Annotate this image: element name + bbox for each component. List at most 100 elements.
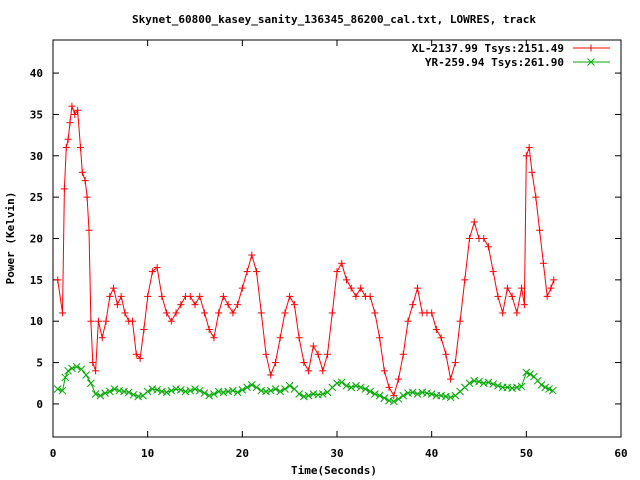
- y-tick-label: 15: [30, 274, 43, 287]
- data-point: [508, 292, 516, 300]
- data-point: [262, 350, 270, 358]
- data-point: [143, 387, 152, 396]
- data-point: [399, 391, 408, 400]
- data-point: [404, 317, 412, 325]
- y-axis-ticks: 0 5 10 15 20 25 30 35 40: [30, 67, 621, 411]
- data-point: [324, 350, 332, 358]
- data-point: [144, 292, 152, 300]
- data-point: [172, 309, 180, 317]
- data-point: [71, 110, 79, 118]
- data-point: [356, 383, 365, 392]
- data-point: [513, 309, 521, 317]
- data-point: [229, 386, 237, 395]
- data-point: [74, 106, 82, 114]
- data-point: [115, 386, 124, 395]
- data-point: [158, 387, 166, 396]
- data-point: [58, 309, 66, 317]
- data-point: [58, 386, 67, 395]
- data-point: [295, 390, 303, 398]
- data-point: [437, 334, 445, 342]
- data-point: [461, 276, 469, 284]
- series-xl: [54, 102, 558, 400]
- data-point: [153, 263, 161, 271]
- data-point: [375, 391, 384, 400]
- data-point: [102, 317, 110, 325]
- data-point: [437, 391, 445, 400]
- data-point: [475, 377, 483, 386]
- data-point: [528, 168, 536, 176]
- data-point: [314, 390, 322, 399]
- data-point: [371, 309, 379, 317]
- data-point: [96, 391, 105, 400]
- y-tick-label: 25: [30, 191, 43, 204]
- data-point: [124, 388, 133, 397]
- series-line: [57, 106, 555, 397]
- data-point: [205, 391, 214, 400]
- data-point: [276, 387, 285, 396]
- data-point: [248, 251, 256, 259]
- data-point: [347, 383, 356, 392]
- data-point: [101, 389, 109, 398]
- data-point: [337, 378, 346, 387]
- data-point: [200, 309, 208, 317]
- data-point: [304, 391, 313, 400]
- y-tick-label: 35: [30, 108, 43, 121]
- data-point: [545, 385, 553, 393]
- data-point: [76, 144, 84, 152]
- data-point: [77, 365, 86, 374]
- data-point: [395, 375, 403, 383]
- data-point: [224, 387, 232, 396]
- data-point: [61, 373, 70, 382]
- data-point: [517, 382, 526, 391]
- data-point: [162, 388, 171, 397]
- data-point: [262, 387, 270, 396]
- data-point: [129, 390, 138, 399]
- data-point: [409, 301, 417, 309]
- data-point: [399, 350, 407, 358]
- data-point: [54, 276, 62, 284]
- data-point: [158, 292, 166, 300]
- data-point: [87, 379, 95, 388]
- data-point: [536, 226, 544, 234]
- data-point: [60, 185, 68, 193]
- data-point: [252, 383, 261, 392]
- data-point: [361, 385, 370, 393]
- data-point: [243, 268, 251, 276]
- x-axis-label: Time(Seconds): [291, 464, 377, 477]
- legend-swatches: [573, 44, 610, 66]
- data-point: [480, 235, 488, 242]
- data-point: [314, 350, 322, 358]
- data-point: [446, 393, 455, 402]
- data-point: [105, 387, 114, 396]
- data-point: [342, 381, 351, 390]
- data-point: [404, 389, 412, 398]
- data-point: [413, 390, 422, 398]
- data-point: [522, 152, 530, 160]
- data-point: [352, 381, 360, 390]
- series-layer: [53, 102, 558, 406]
- data-point: [53, 385, 62, 393]
- legend-label-xl: XL-2137.99 Tsys:2151.49: [412, 42, 564, 55]
- data-point: [285, 381, 294, 390]
- x-tick-label: 40: [425, 447, 438, 460]
- data-point: [389, 397, 398, 406]
- data-point: [465, 379, 474, 388]
- data-point: [266, 386, 275, 395]
- data-point: [394, 395, 403, 403]
- data-point: [522, 368, 531, 377]
- data-point: [106, 292, 114, 300]
- data-point: [92, 367, 100, 375]
- data-point: [428, 309, 436, 317]
- data-point: [305, 367, 313, 375]
- data-point: [186, 386, 195, 395]
- data-point: [148, 268, 156, 276]
- data-point: [167, 317, 175, 325]
- data-point: [276, 334, 284, 342]
- plot-frame: [52, 39, 622, 438]
- data-point: [281, 385, 289, 393]
- chart-title: Skynet_60800_kasey_sanity_136345_86200_c…: [132, 13, 536, 26]
- data-point: [113, 301, 121, 309]
- data-point: [442, 392, 450, 401]
- data-point: [281, 309, 289, 317]
- y-tick-label: 30: [30, 150, 43, 163]
